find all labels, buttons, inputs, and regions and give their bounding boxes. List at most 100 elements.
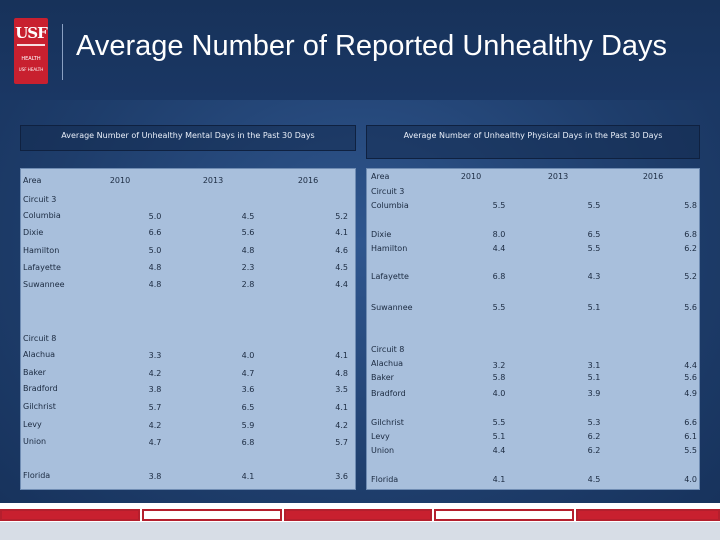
mental-caption: Average Number of Unhealthy Mental Days … <box>20 125 356 151</box>
mental-area-cell: Levy <box>23 420 42 429</box>
mental-value-2016: 4.1 <box>335 403 348 412</box>
mental-area-cell: Gilchrist <box>23 402 56 411</box>
physical-value-2016: 5.5 <box>684 446 697 455</box>
physical-value-2013: 3.1 <box>587 361 601 370</box>
mental-area-cell: Florida <box>23 471 51 480</box>
mental-value-2010: 4.8 <box>148 263 162 272</box>
physical-table <box>366 168 700 490</box>
mental-area-cell: Dixie <box>23 228 44 237</box>
physical-value-2013: 5.1 <box>587 303 601 312</box>
physical-area-cell: Columbia <box>371 201 409 210</box>
slide-header: USF HEALTH USF HEALTH Average Number of … <box>0 0 720 100</box>
physical-value-2013: 6.2 <box>587 432 601 441</box>
physical-value-2016: 4.0 <box>684 475 697 484</box>
mental-area-cell: Hamilton <box>23 246 60 255</box>
physical-value-2016: 4.4 <box>684 361 697 370</box>
physical-value-2010: 4.4 <box>492 244 506 253</box>
physical-value-2010: 6.8 <box>492 272 506 281</box>
physical-value-2010: 5.5 <box>492 418 506 427</box>
footer-segment <box>576 509 720 521</box>
logo-letters: USF <box>15 24 48 42</box>
header-divider <box>62 24 63 80</box>
mental-value-2016: 5.7 <box>335 438 348 447</box>
physical-value-2016: 5.2 <box>684 272 697 281</box>
logo-health-text: HEALTH <box>21 56 41 62</box>
mental-area-cell: Suwannee <box>23 280 65 289</box>
mental-header-2013: 2013 <box>202 176 224 185</box>
physical-value-2016: 4.9 <box>684 389 697 398</box>
mental-value-2013: 4.5 <box>241 212 255 221</box>
physical-value-2013: 5.5 <box>587 201 601 210</box>
footer-segment <box>142 509 282 521</box>
mental-value-2013: 5.6 <box>241 228 255 237</box>
mental-value-2010: 5.0 <box>148 212 162 221</box>
physical-area-cell: Union <box>371 446 395 455</box>
physical-value-2016: 5.8 <box>684 201 697 210</box>
physical-area-cell: Bradford <box>371 389 406 398</box>
mental-value-2013: 3.6 <box>241 385 255 394</box>
physical-area-cell: Suwannee <box>371 303 413 312</box>
mental-value-2013: 2.3 <box>241 263 255 272</box>
mental-value-2013: 4.1 <box>241 472 255 481</box>
physical-value-2016: 5.6 <box>684 303 697 312</box>
mental-value-2013: 4.7 <box>241 369 255 378</box>
mental-value-2010: 3.3 <box>148 351 162 360</box>
physical-area-cell: Baker <box>371 373 394 382</box>
mental-value-2010: 4.2 <box>148 369 162 378</box>
physical-header-2010: 2010 <box>460 172 482 181</box>
physical-area-cell: Florida <box>371 475 399 484</box>
physical-area-cell: Alachua <box>371 359 404 368</box>
physical-value-2016: 6.2 <box>684 244 697 253</box>
physical-value-2010: 5.1 <box>492 432 506 441</box>
footer-segment <box>0 509 140 521</box>
footer-stripe <box>0 522 720 540</box>
physical-value-2016: 6.8 <box>684 230 697 239</box>
mental-area-cell: Baker <box>23 368 46 377</box>
mental-area-cell: Columbia <box>23 211 61 220</box>
physical-value-2013: 5.5 <box>587 244 601 253</box>
logo-divider <box>17 44 45 46</box>
mental-table <box>20 168 356 490</box>
physical-value-2010: 5.5 <box>492 303 506 312</box>
mental-header-2016: 2016 <box>297 176 319 185</box>
mental-value-2013: 5.9 <box>241 421 255 430</box>
mental-value-2016: 3.5 <box>335 385 348 394</box>
mental-value-2010: 4.7 <box>148 438 162 447</box>
physical-value-2010: 4.0 <box>492 389 506 398</box>
physical-value-2016: 5.6 <box>684 373 697 382</box>
physical-header-2016: 2016 <box>642 172 664 181</box>
physical-circuit8-label: Circuit 8 <box>371 345 405 354</box>
mental-value-2016: 5.2 <box>335 212 348 221</box>
mental-value-2016: 4.4 <box>335 280 348 289</box>
mental-value-2013: 6.8 <box>241 438 255 447</box>
physical-value-2010: 4.4 <box>492 446 506 455</box>
physical-value-2010: 3.2 <box>492 361 506 370</box>
physical-header-area: Area <box>371 172 390 181</box>
physical-area-cell: Dixie <box>371 230 392 239</box>
physical-value-2016: 6.6 <box>684 418 697 427</box>
logo-sub-text: USF HEALTH <box>18 67 44 72</box>
physical-value-2013: 3.9 <box>587 389 601 398</box>
physical-value-2013: 6.2 <box>587 446 601 455</box>
physical-value-2010: 5.8 <box>492 373 506 382</box>
mental-value-2013: 6.5 <box>241 403 255 412</box>
mental-value-2016: 4.8 <box>335 369 348 378</box>
mental-area-cell: Lafayette <box>23 263 61 272</box>
mental-value-2016: 4.2 <box>335 421 348 430</box>
physical-value-2013: 6.5 <box>587 230 601 239</box>
physical-circuit3-label: Circuit 3 <box>371 187 405 196</box>
physical-area-cell: Levy <box>371 432 390 441</box>
mental-value-2013: 2.8 <box>241 280 255 289</box>
mental-value-2010: 5.7 <box>148 403 162 412</box>
mental-value-2010: 3.8 <box>148 385 162 394</box>
physical-header-2013: 2013 <box>547 172 569 181</box>
physical-value-2010: 4.1 <box>492 475 506 484</box>
mental-area-cell: Union <box>23 437 47 446</box>
mental-circuit3-label: Circuit 3 <box>23 195 57 204</box>
mental-value-2010: 4.2 <box>148 421 162 430</box>
mental-area-cell: Bradford <box>23 384 58 393</box>
physical-caption: Average Number of Unhealthy Physical Day… <box>366 125 700 159</box>
physical-area-cell: Lafayette <box>371 272 409 281</box>
mental-value-2010: 5.0 <box>148 246 162 255</box>
mental-value-2010: 3.8 <box>148 472 162 481</box>
